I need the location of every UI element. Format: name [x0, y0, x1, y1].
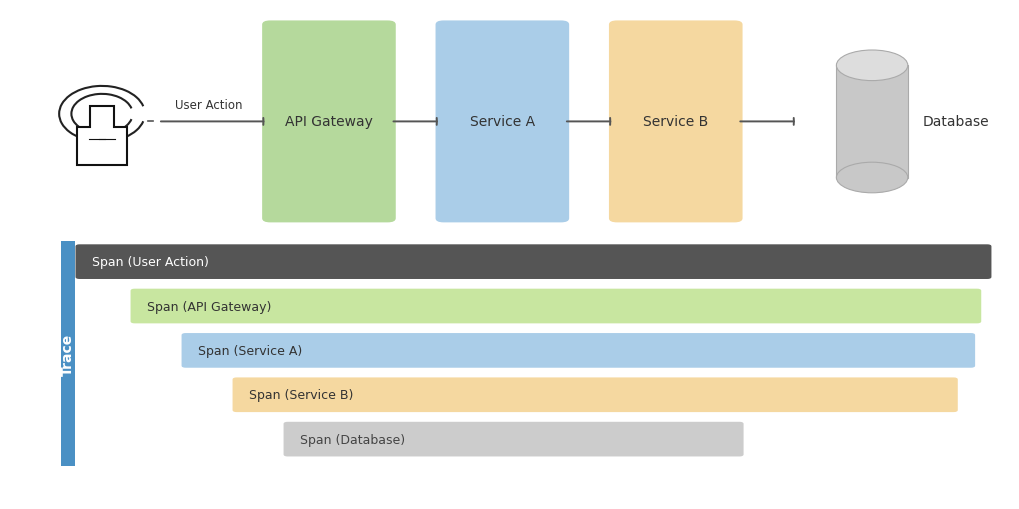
- Text: Trace: Trace: [61, 333, 75, 375]
- Text: API Gateway: API Gateway: [284, 115, 373, 129]
- Ellipse shape: [836, 51, 907, 81]
- FancyBboxPatch shape: [262, 21, 395, 223]
- FancyBboxPatch shape: [75, 245, 990, 279]
- FancyBboxPatch shape: [232, 378, 957, 412]
- Text: Service B: Service B: [643, 115, 707, 129]
- Text: Span (API Gateway): Span (API Gateway): [147, 300, 271, 313]
- Polygon shape: [76, 107, 127, 165]
- FancyBboxPatch shape: [608, 21, 742, 223]
- Text: Service A: Service A: [470, 115, 534, 129]
- Text: Span (Service A): Span (Service A): [198, 344, 302, 357]
- FancyBboxPatch shape: [435, 21, 569, 223]
- FancyBboxPatch shape: [181, 333, 974, 368]
- Text: Span (User Action): Span (User Action): [92, 256, 209, 269]
- Ellipse shape: [836, 163, 907, 193]
- Text: User Action: User Action: [175, 99, 243, 112]
- Bar: [61, 242, 75, 466]
- Text: Span (Service B): Span (Service B): [249, 388, 353, 402]
- Bar: [836, 66, 907, 178]
- FancyBboxPatch shape: [283, 422, 743, 457]
- FancyBboxPatch shape: [130, 289, 980, 324]
- Text: Database: Database: [922, 115, 988, 129]
- Text: Span (Database): Span (Database): [300, 433, 405, 446]
